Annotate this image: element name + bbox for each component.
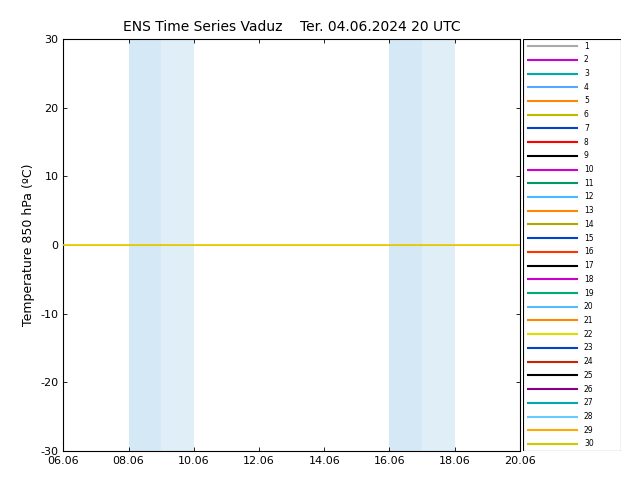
Text: 8: 8: [584, 138, 589, 147]
Text: 6: 6: [584, 110, 589, 119]
Text: 18: 18: [584, 275, 593, 284]
Text: 12: 12: [584, 193, 593, 201]
Text: 23: 23: [584, 343, 593, 352]
Text: 10: 10: [584, 165, 593, 174]
Title: ENS Time Series Vaduz    Ter. 04.06.2024 20 UTC: ENS Time Series Vaduz Ter. 04.06.2024 20…: [123, 20, 460, 34]
Bar: [161, 39, 194, 451]
Text: 27: 27: [584, 398, 593, 407]
Y-axis label: Temperature 850 hPa (ºC): Temperature 850 hPa (ºC): [22, 164, 35, 326]
Bar: [422, 39, 455, 451]
Text: 5: 5: [584, 97, 589, 105]
Text: 9: 9: [584, 151, 589, 160]
Text: 30: 30: [584, 440, 593, 448]
Text: 22: 22: [584, 330, 593, 339]
Text: 1: 1: [584, 42, 589, 50]
Text: 17: 17: [584, 261, 593, 270]
Text: 28: 28: [584, 412, 593, 421]
Text: 21: 21: [584, 316, 593, 325]
Bar: [389, 39, 422, 451]
Bar: [129, 39, 161, 451]
Text: 16: 16: [584, 247, 593, 256]
Text: 11: 11: [584, 179, 593, 188]
Text: 14: 14: [584, 220, 593, 229]
Text: 26: 26: [584, 385, 593, 393]
Text: 29: 29: [584, 426, 593, 435]
Text: 3: 3: [584, 69, 589, 78]
Text: 19: 19: [584, 289, 593, 297]
Text: 15: 15: [584, 234, 593, 243]
Text: 24: 24: [584, 357, 593, 366]
Text: 25: 25: [584, 371, 593, 380]
Text: 2: 2: [584, 55, 589, 64]
Text: 13: 13: [584, 206, 593, 215]
Text: 4: 4: [584, 83, 589, 92]
Text: 7: 7: [584, 124, 589, 133]
Text: 20: 20: [584, 302, 593, 311]
